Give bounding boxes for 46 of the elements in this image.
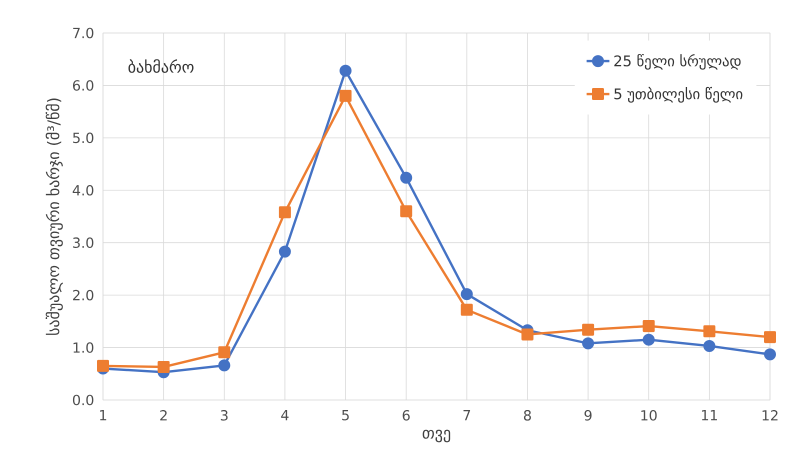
x-tick-label: 3 <box>220 410 228 421</box>
x-tick-label: 5 <box>342 410 349 420</box>
point <box>460 304 473 316</box>
point <box>278 246 291 258</box>
y-tick-label: 0.0 <box>72 394 94 406</box>
legend-label: 25 წელი სრულად <box>614 54 741 70</box>
y-tick-label: 7.0 <box>73 28 94 38</box>
annotation: ბახმარო <box>128 59 194 73</box>
point <box>97 360 109 372</box>
x-tick-label: 4 <box>281 410 289 420</box>
point <box>703 325 716 338</box>
point <box>278 206 291 218</box>
y-tick-label: 5.0 <box>73 132 94 144</box>
x-tick-label: 10 <box>641 410 657 421</box>
point <box>400 205 412 218</box>
point <box>460 288 473 300</box>
y-tick-label: 3.0 <box>73 237 94 248</box>
point <box>582 337 594 350</box>
point <box>158 360 170 373</box>
x-tick-label: 2 <box>160 410 167 420</box>
x-tick-label: 7 <box>464 410 470 420</box>
point <box>582 324 594 336</box>
legend-label: 5 უთბილესი წელი <box>614 86 742 103</box>
point <box>764 348 776 360</box>
point <box>703 340 716 352</box>
x-tick-label: 6 <box>402 410 410 421</box>
point <box>642 320 655 332</box>
y-tick-label: 1.0 <box>74 342 94 353</box>
x-tick-label: 9 <box>584 410 592 421</box>
y-tick-label: 6.0 <box>73 80 94 91</box>
y-axis-title: საშუალო თვიური ხარჯი (მ³/წმ) <box>46 98 63 335</box>
point <box>218 359 230 372</box>
point <box>340 90 352 102</box>
point <box>340 64 352 77</box>
point <box>764 331 776 344</box>
x-axis-title: თვე <box>422 430 450 442</box>
y-tick-label: 2.0 <box>73 290 94 300</box>
point <box>400 172 412 184</box>
x-tick-label: 8 <box>524 410 531 421</box>
point <box>218 346 230 358</box>
point <box>642 334 655 346</box>
x-tick-label: 12 <box>762 410 778 420</box>
x-tick-label: 11 <box>702 410 717 420</box>
x-tick-label: 1 <box>100 410 106 420</box>
y-tick-label: 4.0 <box>72 184 94 196</box>
point <box>521 328 534 340</box>
